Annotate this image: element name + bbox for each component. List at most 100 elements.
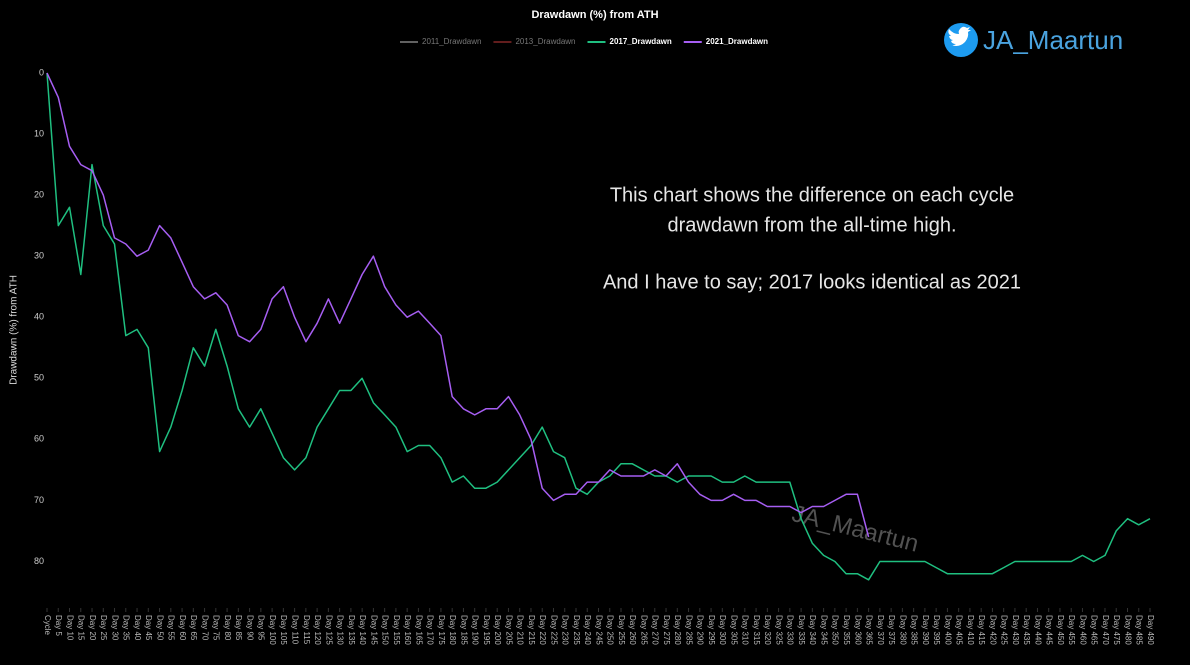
x-tick-label: Day 255	[617, 615, 626, 645]
x-tick-label: Day 335	[797, 615, 806, 645]
x-tick-label: Day 415	[977, 615, 986, 645]
x-tick-label: Day 425	[1000, 615, 1009, 645]
x-tick-label: Day 50	[155, 615, 164, 641]
x-tick-label: Day 165	[414, 615, 423, 645]
x-tick-label: Day 465	[1090, 615, 1099, 645]
x-tick-label: Day 375	[887, 615, 896, 645]
x-tick-label: Day 460	[1078, 615, 1087, 645]
x-tick-label: Day 205	[504, 615, 513, 645]
x-tick-label: Day 310	[741, 615, 750, 645]
x-tick-label: Day 285	[684, 615, 693, 645]
x-tick-label: Day 280	[673, 615, 682, 645]
x-tick-label: Day 120	[313, 615, 322, 645]
x-tick-label: Day 430	[1011, 615, 1020, 645]
x-tick-label: Day 140	[358, 615, 367, 645]
y-tick-label: 60	[34, 434, 44, 444]
y-axis-label: Drawdawn (%) from ATH	[9, 275, 20, 385]
x-tick-label: Day 395	[932, 615, 941, 645]
x-tick-label: Cycle	[43, 615, 52, 636]
x-tick-label: Day 490	[1146, 615, 1155, 645]
x-tick-label: Day 15	[77, 615, 86, 641]
x-tick-label: Day 270	[651, 615, 660, 645]
y-tick-label: 20	[34, 189, 44, 199]
x-tick-label: Day 480	[1123, 615, 1132, 645]
x-tick-label: Day 250	[606, 615, 615, 645]
x-tick-label: Day 130	[336, 615, 345, 645]
x-tick-label: Day 455	[1067, 615, 1076, 645]
x-tick-label: Day 150	[381, 615, 390, 645]
x-tick-label: Day 180	[448, 615, 457, 645]
x-tick-label: Day 450	[1056, 615, 1065, 645]
x-tick-label: Day 70	[200, 615, 209, 641]
y-tick-label: 40	[34, 312, 44, 322]
x-tick-label: Day 370	[876, 615, 885, 645]
x-tick-label: Day 75	[212, 615, 221, 641]
x-tick-label: Day 295	[707, 615, 716, 645]
y-tick-label: 80	[34, 556, 44, 566]
legend-label: 2013_Drawdawn	[515, 37, 575, 46]
twitter-bird	[948, 26, 971, 46]
data-line	[46, 72, 870, 538]
legend-label: 2011_Drawdawn	[422, 37, 481, 46]
legend-label: 2017_Drawdawn	[610, 37, 672, 46]
x-tick-label: Day 105	[279, 615, 288, 645]
x-tick-label: Day 245	[594, 615, 603, 645]
x-tick-label: Day 80	[223, 615, 232, 641]
x-tick-label: Day 215	[527, 615, 536, 645]
x-tick-label: Day 230	[561, 615, 570, 645]
x-tick-label: Day 470	[1101, 615, 1110, 645]
x-tick-label: Day 325	[774, 615, 783, 645]
y-tick-label: 10	[34, 128, 44, 138]
x-tick-label: Day 350	[831, 615, 840, 645]
x-tick-label: Day 260	[628, 615, 637, 645]
x-tick-label: Day 365	[865, 615, 874, 645]
x-tick-label: Day 125	[324, 615, 333, 645]
x-tick-label: Day 55	[167, 615, 176, 641]
x-tick-label: Day 190	[471, 615, 480, 645]
x-tick-label: Day 380	[898, 615, 907, 645]
x-tick-label: Day 345	[819, 615, 828, 645]
x-tick-label: Day 5	[54, 615, 63, 636]
x-tick-label: Day 290	[696, 615, 705, 645]
x-tick-label: Day 155	[392, 615, 401, 645]
x-tick-label: Day 95	[257, 615, 266, 641]
x-tick-label: Day 160	[403, 615, 412, 645]
x-tick-label: Day 390	[921, 615, 930, 645]
x-tick-label: Day 420	[988, 615, 997, 645]
x-tick-label: Day 210	[516, 615, 525, 645]
x-tick-label: Day 60	[178, 615, 187, 641]
x-tick-label: Day 445	[1045, 615, 1054, 645]
x-tick-label: Day 355	[842, 615, 851, 645]
x-tick-label: Day 240	[583, 615, 592, 645]
x-tick-label: Day 185	[459, 615, 468, 645]
x-tick-label: Day 400	[943, 615, 952, 645]
x-tick-label: Day 110	[291, 615, 300, 645]
x-tick-label: Day 275	[662, 615, 671, 645]
x-tick-label: Day 220	[538, 615, 547, 645]
x-tick-label: Day 40	[133, 615, 142, 641]
x-tick-label: Day 300	[718, 615, 727, 645]
x-tick-label: Day 340	[808, 615, 817, 645]
x-tick-label: Day 485	[1135, 615, 1144, 645]
x-tick-label: Day 235	[572, 615, 581, 645]
y-tick-label: 70	[34, 495, 44, 505]
x-tick-label: Day 440	[1033, 615, 1042, 645]
legend-label: 2021_Drawdawn	[706, 37, 768, 46]
x-tick-label: Day 320	[763, 615, 772, 645]
x-tick-label: Day 225	[549, 615, 558, 645]
y-tick-label: 50	[34, 373, 44, 383]
y-tick-label: 30	[34, 251, 44, 261]
x-tick-label: Day 20	[88, 615, 97, 641]
x-tick-label: Day 90	[245, 615, 254, 641]
annotation: And I have to say; 2017 looks identical …	[603, 271, 1021, 293]
x-tick-label: Day 265	[639, 615, 648, 645]
x-tick-label: Day 115	[302, 615, 311, 645]
x-tick-label: Day 435	[1022, 615, 1031, 645]
x-tick-label: Day 410	[966, 615, 975, 645]
x-tick-label: Day 475	[1112, 615, 1121, 645]
x-tick-label: Day 35	[122, 615, 131, 641]
x-tick-label: Day 65	[189, 615, 198, 641]
chart-title: Drawdawn (%) from ATH	[531, 9, 658, 21]
